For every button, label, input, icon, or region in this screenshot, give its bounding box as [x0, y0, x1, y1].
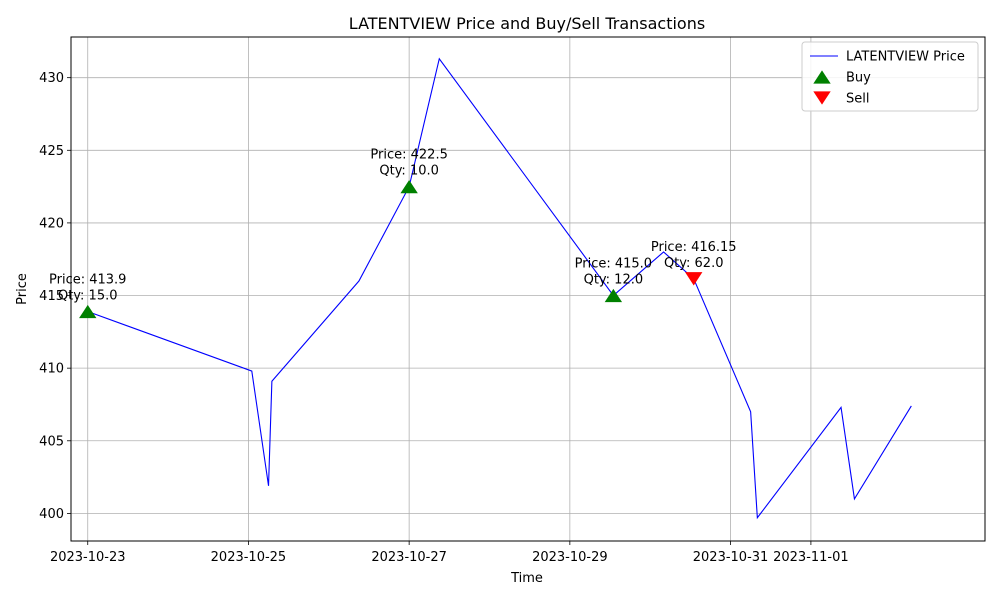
annotation-qty: Qty: 12.0	[584, 273, 644, 288]
legend: LATENTVIEW Price Buy Sell	[801, 41, 979, 112]
y-axis-label: Price	[15, 273, 30, 305]
y-tick-label: 430	[39, 71, 64, 86]
legend-label: LATENTVIEW Price	[846, 50, 965, 65]
y-tick-label: 405	[39, 434, 64, 449]
buy-marker	[604, 288, 623, 303]
legend-buy-swatch	[813, 70, 831, 84]
annotation-qty: Qty: 62.0	[664, 256, 724, 271]
x-tick-label: 2023-10-25	[211, 550, 287, 565]
transaction-markers	[79, 179, 703, 319]
chart-title: LATENTVIEW Price and Buy/Sell Transactio…	[349, 14, 705, 33]
grid-lines	[71, 37, 985, 541]
annotation-price: Price: 416.15	[651, 240, 737, 255]
annotation-qty: Qty: 15.0	[58, 289, 118, 304]
y-tick-label: 410	[39, 362, 64, 377]
y-tick-label: 425	[39, 144, 64, 159]
annotation-qty: Qty: 10.0	[379, 164, 439, 179]
y-tick-label: 420	[39, 216, 64, 231]
plot-frame	[70, 36, 986, 542]
buy-marker	[400, 179, 418, 194]
legend-label: Buy	[846, 71, 871, 86]
legend-label: Sell	[846, 92, 869, 107]
legend-sell-swatch	[813, 91, 831, 105]
legend-box	[801, 41, 979, 112]
y-tick-label: 400	[39, 507, 64, 522]
x-axis-label: Time	[510, 571, 543, 586]
x-tick-label: 2023-10-31	[693, 550, 769, 565]
annotation-price: Price: 413.9	[49, 273, 126, 288]
x-tick-label: 2023-10-29	[532, 550, 608, 565]
y-tick-label: 415	[39, 289, 64, 304]
annotation-price: Price: 415.0	[575, 257, 652, 272]
annotation-price: Price: 422.5	[370, 148, 447, 163]
x-tick-label: 2023-10-27	[371, 550, 447, 565]
sell-marker	[685, 272, 703, 286]
x-tick-label: 2023-10-23	[50, 550, 126, 565]
buy-marker	[79, 304, 97, 319]
x-axis-ticks: 2023-10-23 2023-10-25 2023-10-27 2023-10-29…	[50, 541, 849, 565]
x-tick-label: 2023-11-01	[773, 550, 849, 565]
y-axis-ticks: 400 405 410 415 420 425 430	[39, 71, 71, 522]
